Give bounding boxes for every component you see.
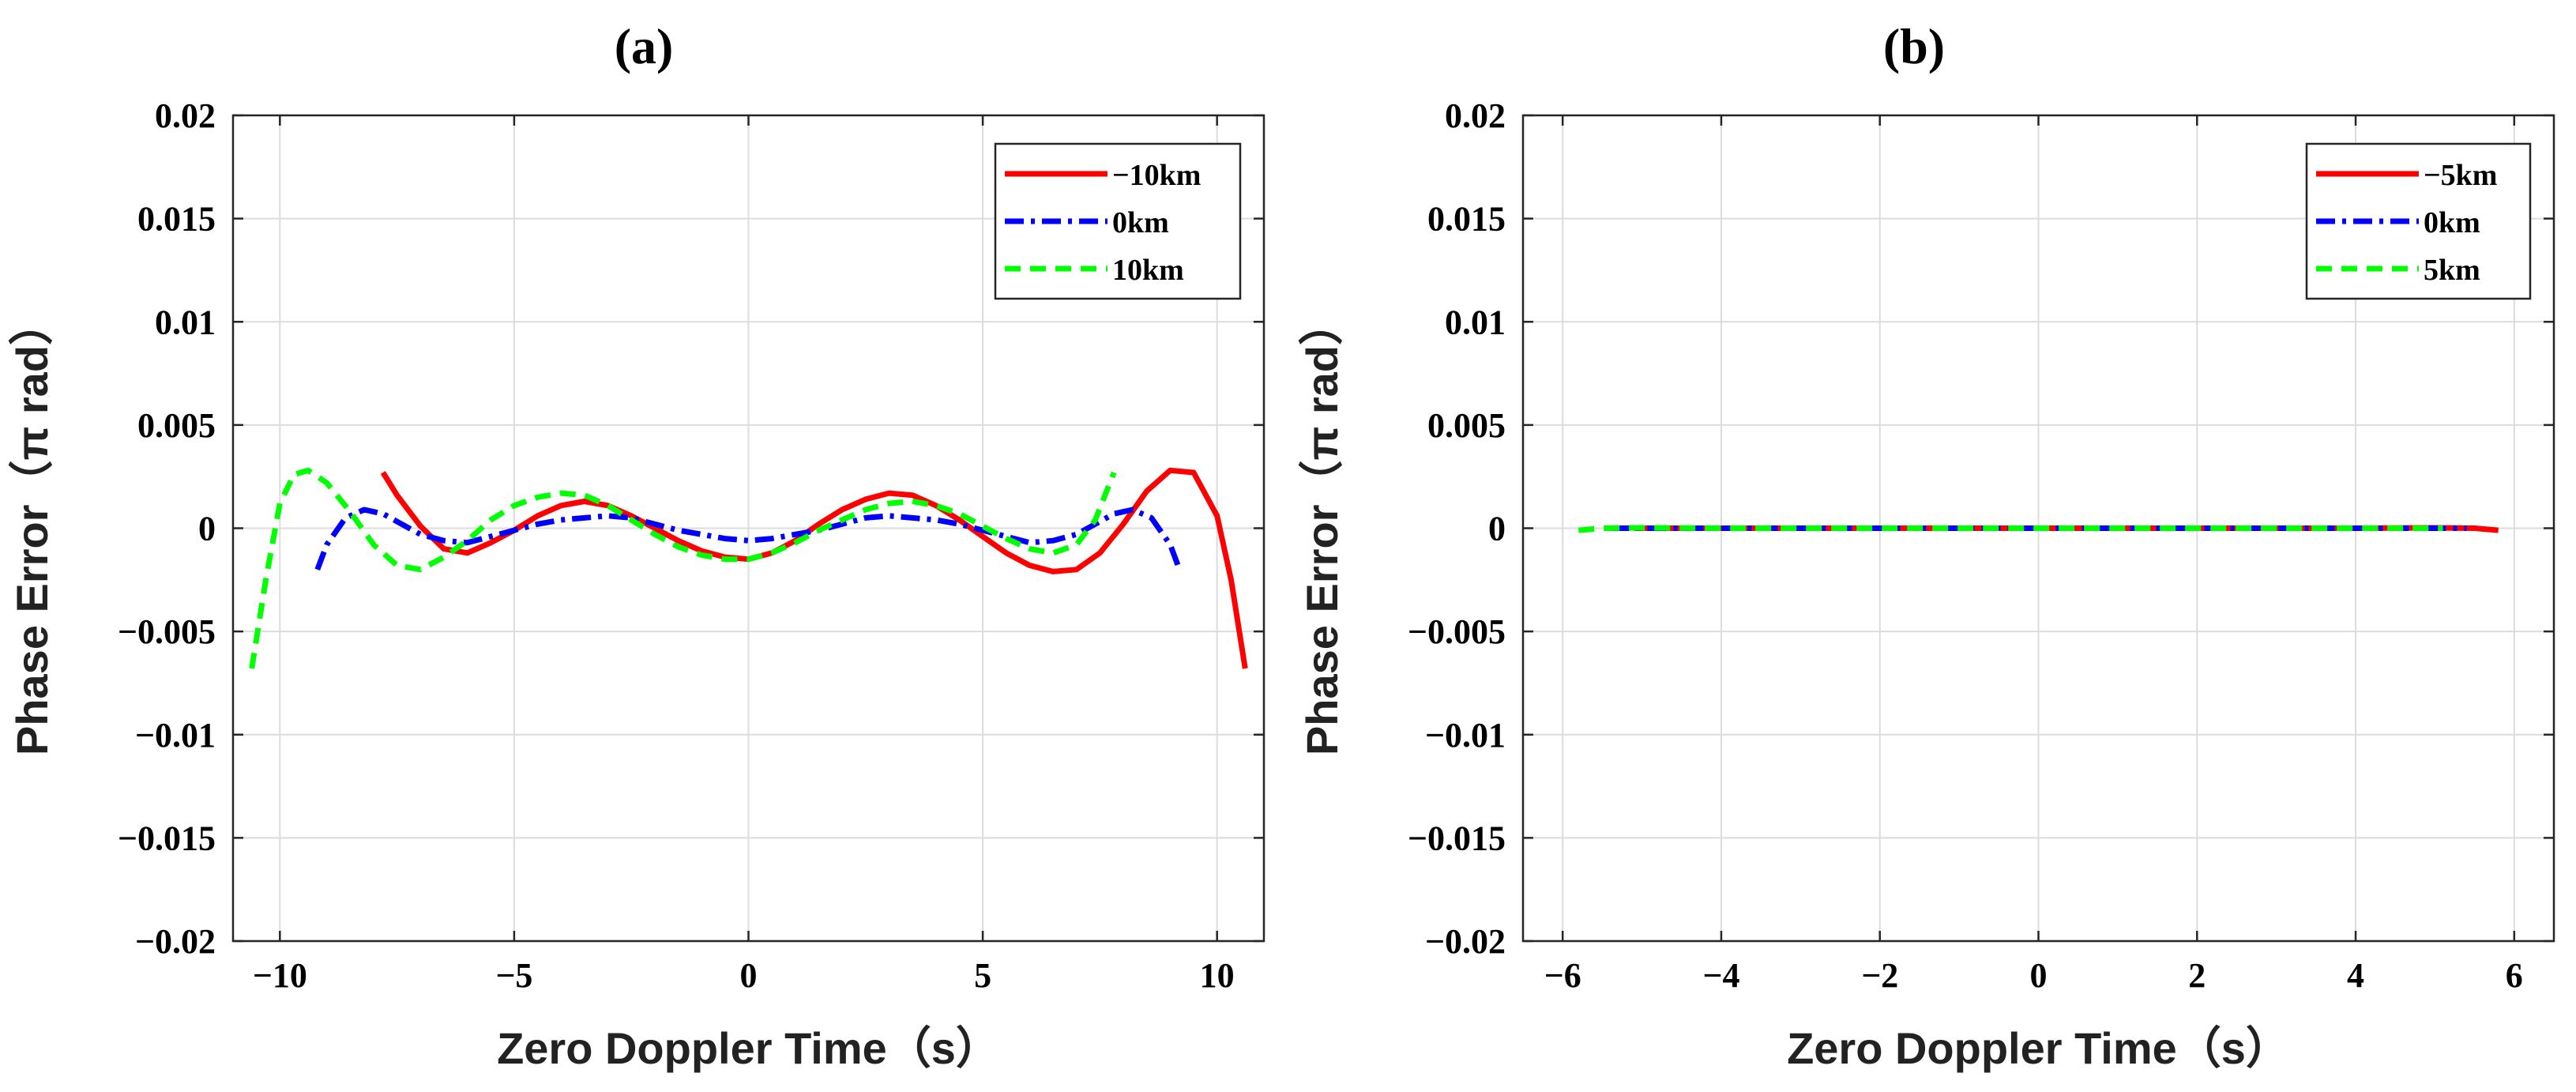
y-tick-label: −0.01 [1425,716,1506,755]
x-tick-label: 6 [2506,956,2523,995]
x-tick-label: −5 [495,956,532,995]
y-axis-label: Phase Error（π rad） [1297,301,1347,755]
legend-box [994,142,1242,300]
y-tick-label: −0.005 [118,612,216,651]
legend: −5km 0km 5km [2305,142,2532,300]
series-line-0km [314,506,1183,571]
legend: −10km 0km 10km [994,142,1242,300]
x-axis-label: Zero Doppler Time（s） [1787,1023,2290,1073]
x-axis-label: Zero Doppler Time（s） [497,1023,1000,1073]
y-tick-label: 0.02 [1445,96,1506,135]
y-tick-label: 0 [1488,510,1506,548]
y-tick-label: 0.015 [137,200,216,239]
y-tick-label: −0.005 [1408,612,1506,651]
x-tick-label: 4 [2347,956,2364,995]
x-tick-label: 0 [740,956,758,995]
x-tick-label: 5 [974,956,991,995]
y-tick-label: 0.02 [155,96,216,135]
y-tick-label: −0.02 [135,922,216,961]
x-tick-label: −2 [1861,956,1898,995]
series-line-10km [249,467,1117,669]
series-line-5km [1578,525,2443,533]
chart-panel-a: −10 −5 0 5 10 0.02 0.015 0.01 0.005 0 −0.005 −0.01 −… [7,18,1265,1073]
legend-label: −10km [1112,159,1201,192]
y-tick-label: 0.015 [1427,200,1506,239]
y-tick-label: 0.005 [137,406,216,445]
legend-label: 0km [2424,206,2480,239]
series-line-minus-10km [380,467,1248,669]
y-tick-label: 0.005 [1427,406,1506,445]
x-tick-label: −4 [1702,956,1739,995]
x-tick-label: −10 [253,956,307,995]
y-tick-label: 0 [198,510,216,548]
y-tick-label: 0.01 [155,303,216,341]
x-tick-label: 2 [2188,956,2206,995]
chart-title: (b) [1883,18,1945,74]
legend-label: 0km [1112,206,1169,239]
x-tick-label: 0 [2030,956,2048,995]
legend-label: 10km [1112,254,1184,287]
x-tick-label: −6 [1544,956,1581,995]
y-tick-label: −0.01 [135,716,216,755]
chart-title: (a) [615,18,674,74]
y-axis-label: Phase Error（π rad） [7,301,57,755]
y-tick-label: 0.01 [1445,303,1506,341]
y-tick-label: −0.015 [118,819,216,857]
y-tick-label: −0.015 [1408,819,1506,857]
chart-panel-b: −6 −4 −2 0 2 4 6 0.02 0.015 0.01 0.005 0 −0.005 −0.01… [1297,18,2555,1073]
y-tick-label: −0.02 [1425,922,1506,961]
legend-label: 5km [2424,254,2480,287]
x-tick-label: 10 [1200,956,1235,995]
legend-label: −5km [2424,159,2497,192]
